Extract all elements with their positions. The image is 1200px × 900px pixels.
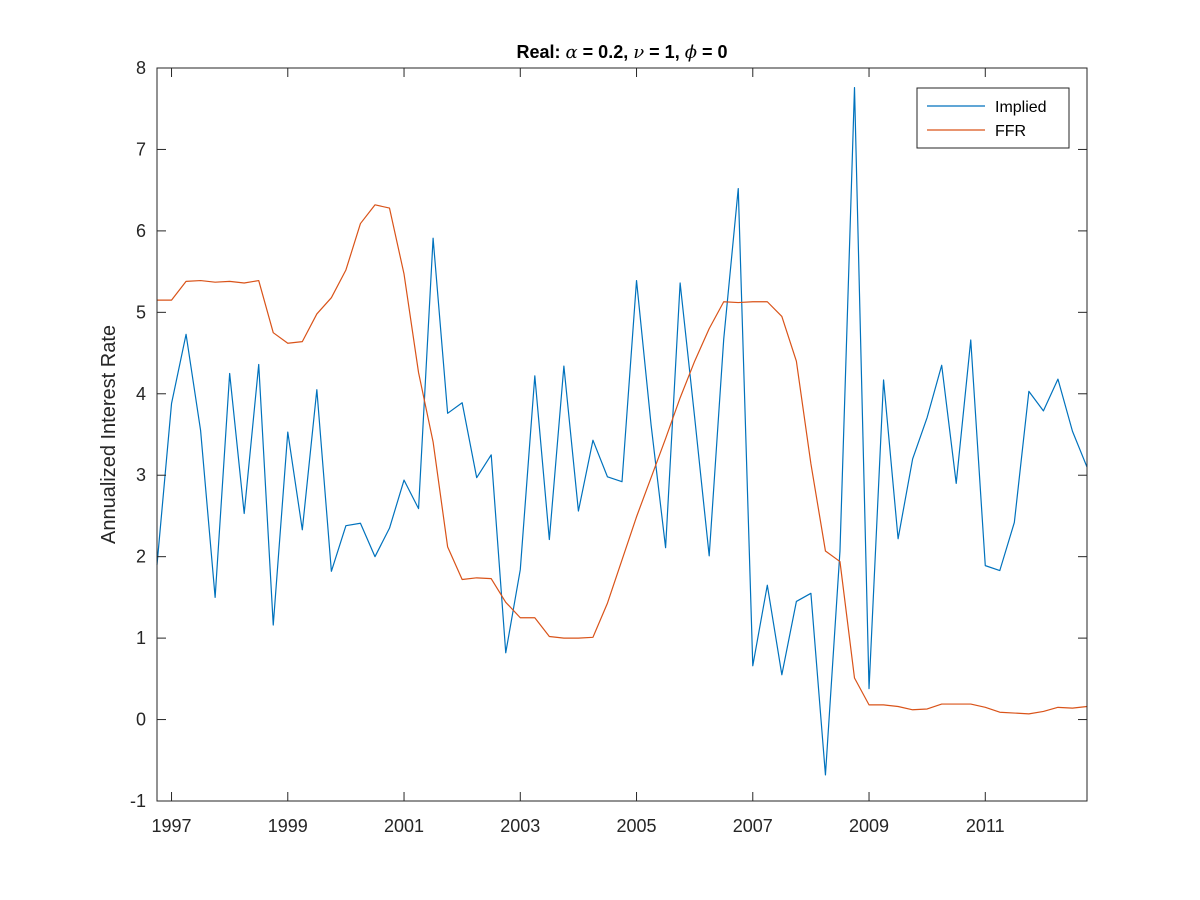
series-line-ffr [157,204,1088,715]
title-part: Real: [516,42,565,62]
x-tick-label: 2003 [500,816,540,836]
axes-box [156,67,1088,802]
x-tick-label: 2005 [617,816,657,836]
ticks-layer: 1997 1999 2001 2003 2005 2007 2009 2011 -1 0 1 2 3 4 5… [130,58,1087,836]
title-part: ν [633,42,644,63]
plot-area [157,68,1087,801]
y-tick-label: 4 [136,384,146,404]
x-tick-label: 2001 [384,816,424,836]
y-tick-label: 5 [136,302,146,322]
title-part: = 1, [644,42,685,62]
title-part: = 0 [697,42,728,62]
legend-box [916,87,1070,149]
legend: Implied FFR [916,87,1070,149]
y-tick-label: 7 [136,139,146,159]
x-tick-label: 2011 [966,816,1005,836]
y-tick-label: 6 [136,221,146,241]
chart-title: Real: α = 0.2, ν = 1, ϕ = 0 [516,42,727,63]
title-part: = 0.2, [578,42,634,62]
title-part: α [566,42,578,63]
series-layer [156,86,1088,776]
title-part: ϕ [685,42,697,63]
y-tick-label: 8 [136,58,146,78]
x-tick-label: 1997 [152,816,192,836]
y-axis-label: Annualized Interest Rate [98,325,120,544]
legend-label-ffr: FFR [995,123,1026,140]
y-tick-label: 0 [136,710,146,730]
y-tick-label: 2 [136,547,146,567]
y-tick-label: -1 [130,791,146,811]
y-tick-label: 3 [136,465,146,485]
x-tick-label: 1999 [268,816,308,836]
x-tick-label: 2009 [849,816,889,836]
series-line-implied [156,86,1088,776]
legend-label-implied: Implied [995,99,1047,116]
y-tick-label: 1 [136,628,146,648]
x-tick-label: 2007 [733,816,773,836]
